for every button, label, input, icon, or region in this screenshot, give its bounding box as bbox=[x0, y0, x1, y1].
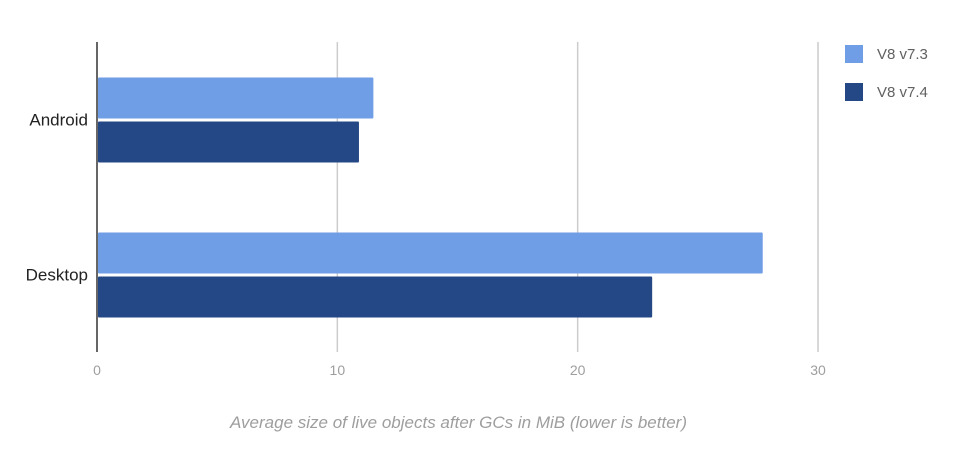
legend-label: V8 v7.3 bbox=[877, 46, 928, 63]
x-tick-label: 10 bbox=[330, 362, 346, 378]
category-labels: Android Desktop bbox=[26, 111, 88, 285]
legend-swatch bbox=[845, 83, 863, 101]
bar-desktop-series-0 bbox=[98, 232, 763, 274]
bars bbox=[98, 77, 763, 318]
x-tick-labels: 0 10 20 30 bbox=[93, 362, 826, 378]
category-label: Desktop bbox=[26, 266, 88, 285]
legend: V8 v7.3 V8 v7.4 bbox=[845, 45, 928, 101]
x-tick-label: 20 bbox=[570, 362, 586, 378]
legend-label: V8 v7.4 bbox=[877, 84, 928, 101]
x-tick-label: 30 bbox=[810, 362, 826, 378]
bar-android-series-1 bbox=[98, 121, 359, 163]
x-tick-label: 0 bbox=[93, 362, 101, 378]
bar-android-series-0 bbox=[98, 77, 374, 119]
bar-desktop-series-1 bbox=[98, 276, 653, 318]
legend-swatch bbox=[845, 45, 863, 63]
category-label: Android bbox=[29, 111, 88, 130]
x-axis-label: Average size of live objects after GCs i… bbox=[229, 413, 687, 432]
